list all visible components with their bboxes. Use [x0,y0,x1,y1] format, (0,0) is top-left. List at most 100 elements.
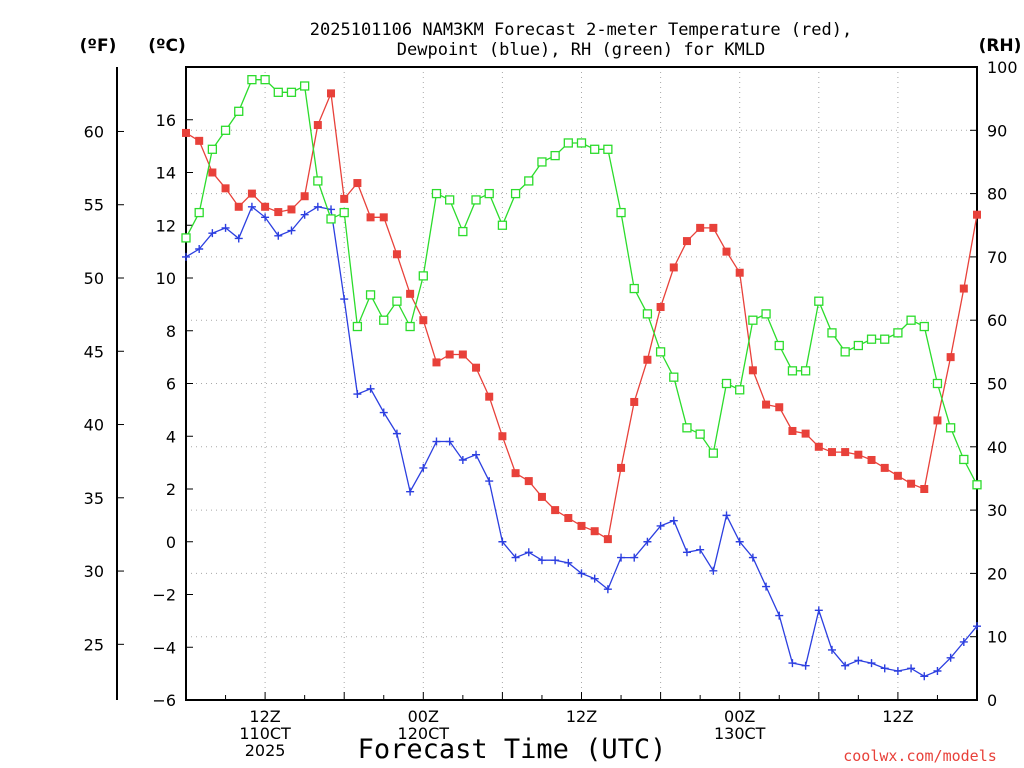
rh-point [748,315,758,325]
dewpoint-point [287,226,296,235]
rh-point [484,188,494,199]
temperature-point [946,353,955,362]
temperature-point [973,210,981,219]
dewpoint-point [406,487,415,496]
rh-point [945,423,956,433]
dewpoint-point [498,537,507,546]
fahrenheit-tick-label: 45 [84,342,104,361]
temperature-point [762,400,771,409]
x-year-label: 2025 [245,741,286,760]
temperature-series [182,89,981,544]
temperature-point [656,303,665,312]
dewpoint-point [775,611,784,620]
temperature-point [182,128,190,137]
temperature-point [920,485,929,493]
rh-point [972,480,982,490]
dewpoint-point [195,244,204,253]
rh-point [510,188,521,199]
celsius-tick-label: 14 [156,164,176,183]
temperature-point [366,213,375,222]
temperature-point [630,397,639,406]
fahrenheit-tick-label: 30 [84,562,104,581]
temperature-point [669,263,678,272]
dewpoint-point [696,545,705,554]
dewpoint-point [669,516,678,525]
rh-point [181,233,191,243]
rh-point [616,207,626,218]
temperature-point [313,121,322,130]
celsius-tick-label: 4 [166,427,176,446]
rh-tick-label: 10 [987,628,1007,647]
dewpoint-point [537,556,546,565]
temperature-point [551,506,560,515]
dewpoint-point [748,553,757,562]
chart-title-line-2: Dewpoint (blue), RH (green) for KMLD [397,40,765,60]
temperature-point [511,469,520,478]
temperature-point [775,403,784,412]
temperature-point [907,479,916,488]
dewpoint-point [814,606,823,615]
temperature-point [406,289,415,298]
dewpoint-point [564,558,573,567]
rh-tick-label: 90 [987,121,1007,140]
fahrenheit-tick-label: 55 [84,196,104,215]
rh-series [181,75,982,490]
temperature-point [854,450,863,459]
dewpoint-point [274,231,283,240]
rh-point [445,195,455,205]
rh-point [365,290,376,300]
temperature-point [485,392,494,401]
data-series [181,75,982,681]
celsius-tick-label: 8 [166,322,176,341]
dewpoint-point [682,548,691,557]
dewpoint-point [419,463,428,472]
rh-point [326,214,336,224]
temperature-point [195,136,204,145]
dewpoint-point [432,437,441,446]
dewpoint-point [353,390,362,399]
x-date-label: 130CT [714,724,766,743]
rh-point [194,207,204,218]
rh-point [576,138,587,148]
dewpoint-point [511,553,520,562]
x-tick-label: 12Z [882,707,913,726]
rh-tick-label: 50 [987,375,1007,394]
x-tick-label: 12Z [566,707,597,726]
rh-point [273,87,283,97]
fahrenheit-tick-label: 60 [84,122,104,141]
rh-point [853,340,863,351]
dewpoint-point [366,384,375,393]
rh-point [787,366,798,376]
temperature-point [234,202,243,211]
temperature-point [498,432,507,441]
dewpoint-point [313,202,322,211]
celsius-tick-label: 2 [166,480,176,499]
rh-point [655,347,666,357]
dewpoint-point [340,295,349,304]
celsius-tick-label: 12 [156,216,176,235]
celsius-tick-label: 10 [156,269,176,288]
rh-point [234,106,244,116]
dewpoint-point [379,408,388,417]
rh-point [431,188,442,199]
x-tick-label: 00Z [408,707,439,726]
temperature-point [419,316,428,325]
rh-point [207,144,218,154]
rh-point [524,176,534,186]
temperature-point [801,429,810,438]
temperature-point [590,527,599,536]
rh-tick-label: 80 [987,185,1007,204]
dewpoint-point [603,585,612,594]
dewpoint-point [445,437,454,446]
temperature-point [472,363,481,372]
rh-point [721,378,732,389]
rh-point [458,226,468,237]
y-axis-ticks: −6 −4 −2 0 2 4 6 8 10 12 14 16 25 30 35 40 45 50 55 60 0 10 20… [84,58,1018,710]
dewpoint-point [973,622,981,631]
temperature-point [340,194,349,203]
temperature-point [379,213,388,222]
temperature-point [735,268,744,277]
temperature-point [261,202,270,211]
dewpoint-point [247,202,256,211]
